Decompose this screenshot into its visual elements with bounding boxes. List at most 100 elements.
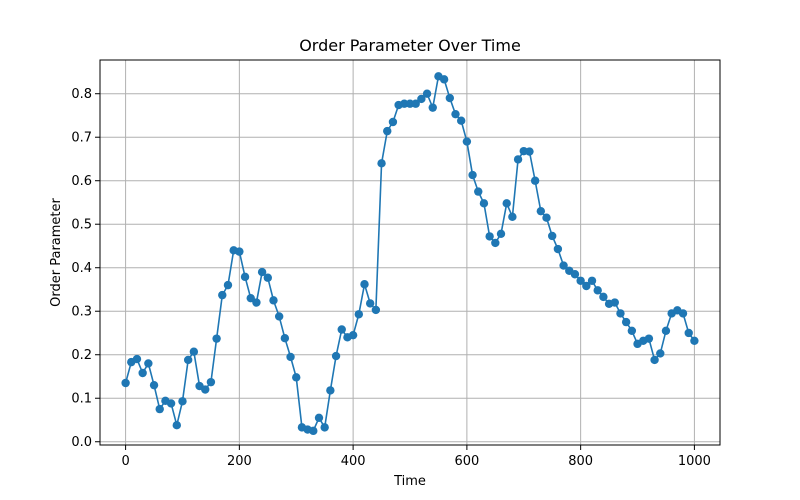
- data-point: [513, 155, 523, 164]
- data-point: [132, 354, 142, 364]
- y-axis-label: Order Parameter: [49, 197, 64, 306]
- data-point: [548, 231, 557, 241]
- data-point: [212, 334, 221, 343]
- data-point: [371, 305, 381, 315]
- data-point: [360, 280, 369, 289]
- data-point: [149, 380, 159, 390]
- chart-title: Order Parameter Over Time: [299, 36, 521, 55]
- data-point: [650, 355, 659, 365]
- data-point: [530, 176, 540, 185]
- y-tick-label: 0.7: [71, 131, 92, 146]
- data-point: [525, 147, 534, 156]
- data-point: [627, 326, 637, 336]
- data-point: [337, 325, 346, 334]
- y-tick-label: 0.3: [71, 305, 92, 320]
- data-point: [201, 385, 210, 394]
- x-tick-label: 600: [454, 454, 479, 469]
- x-tick-label: 800: [568, 454, 593, 469]
- data-points: [121, 72, 699, 436]
- y-tick-label: 0.5: [71, 218, 92, 233]
- data-point: [269, 296, 278, 305]
- data-point: [456, 116, 466, 125]
- data-point: [172, 421, 181, 430]
- data-point: [365, 299, 375, 308]
- data-point: [661, 326, 671, 336]
- y-tick-label: 0.4: [71, 261, 92, 276]
- data-point: [570, 270, 580, 279]
- y-tick-label: 0.0: [71, 435, 92, 450]
- data-point: [388, 117, 398, 127]
- data-point: [553, 244, 563, 254]
- data-point: [690, 336, 699, 346]
- data-point: [684, 328, 693, 338]
- x-tick-label: 200: [227, 454, 252, 469]
- x-tick-label: 400: [341, 454, 366, 469]
- data-point: [383, 126, 392, 136]
- x-axis-label: Time: [393, 474, 426, 489]
- data-point: [559, 261, 568, 270]
- data-point: [656, 349, 665, 358]
- data-point: [309, 426, 318, 436]
- x-tick-label: 0: [121, 454, 129, 469]
- data-point: [508, 212, 517, 222]
- x-tick-label: 1000: [678, 454, 711, 469]
- data-point: [155, 404, 164, 414]
- data-point: [462, 137, 472, 146]
- data-point: [587, 276, 597, 285]
- data-point: [485, 232, 494, 241]
- data-point: [644, 334, 654, 343]
- data-point: [138, 368, 147, 378]
- data-point: [621, 317, 631, 327]
- data-point: [274, 312, 284, 321]
- data-point: [320, 423, 329, 432]
- y-tick-label: 0.1: [71, 392, 92, 407]
- grid-lines: [100, 60, 720, 445]
- data-point: [218, 290, 227, 300]
- data-point: [377, 159, 386, 168]
- data-point: [536, 206, 546, 216]
- y-tick-label: 0.8: [71, 87, 92, 102]
- y-axis-ticks: 0.0 0.1 0.2 0.3 0.4 0.5 0.6 0.7 0.8: [71, 87, 100, 450]
- data-point: [451, 109, 460, 119]
- data-point: [576, 276, 585, 285]
- data-point: [223, 280, 233, 290]
- data-point: [474, 187, 483, 196]
- data-point: [166, 399, 176, 408]
- data-point: [599, 292, 608, 302]
- data-point: [582, 281, 591, 291]
- data-point: [189, 347, 199, 356]
- data-point: [314, 413, 324, 423]
- data-point: [121, 378, 130, 388]
- data-point: [286, 352, 295, 362]
- data-point: [144, 359, 153, 368]
- data-point: [422, 89, 432, 98]
- plot-frame: [99, 59, 721, 446]
- data-point: [491, 238, 500, 248]
- data-point: [610, 298, 619, 307]
- data-point: [678, 309, 688, 318]
- data-point: [417, 94, 426, 104]
- data-point: [468, 170, 477, 180]
- data-point: [246, 293, 255, 303]
- y-tick-label: 0.6: [71, 174, 92, 189]
- data-point: [502, 199, 511, 208]
- data-point: [183, 355, 193, 365]
- data-point: [252, 298, 261, 307]
- data-point: [326, 386, 335, 395]
- series-line: [124, 75, 696, 432]
- data-point: [235, 247, 244, 256]
- data-point: [616, 309, 625, 318]
- data-point: [240, 272, 250, 282]
- data-point: [280, 334, 290, 343]
- data-point: [178, 397, 187, 406]
- data-point: [292, 373, 301, 382]
- data-point: [479, 199, 489, 208]
- data-point: [411, 99, 420, 108]
- data-point: [331, 351, 341, 361]
- data-point: [348, 330, 358, 340]
- data-point: [542, 213, 551, 222]
- data-point: [445, 93, 455, 103]
- y-tick-label: 0.2: [71, 348, 92, 363]
- data-point: [354, 310, 364, 319]
